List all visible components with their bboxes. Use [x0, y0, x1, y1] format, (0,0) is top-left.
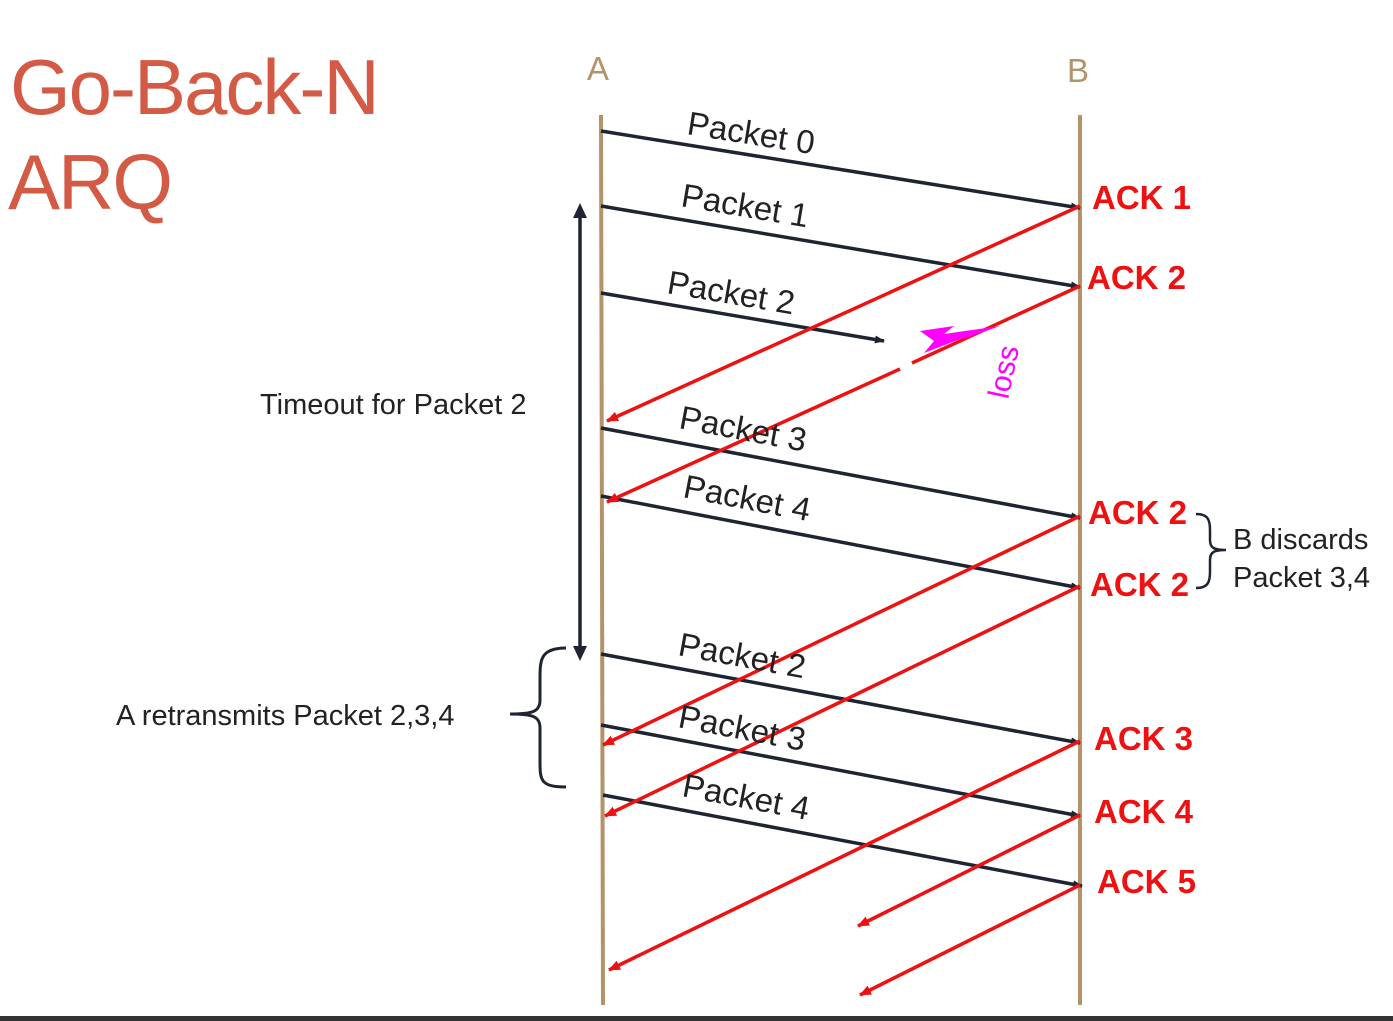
- packet-label: Packet 0: [685, 104, 818, 161]
- ack-label: ACK 5: [1097, 863, 1196, 900]
- packet-4-arrow: [600, 494, 1081, 591]
- ack-label: ACK 2: [1088, 494, 1187, 531]
- timeout-arrow-head-bottom: [573, 646, 587, 661]
- discard-brace: [1195, 512, 1227, 590]
- packet-2-lost-arrow: [600, 291, 885, 344]
- ack-2-arrow-segment-1: [911, 284, 1081, 365]
- ack-4-arrow: [857, 813, 1081, 928]
- ack-5-arrow: [859, 883, 1081, 997]
- ack-3-arrow: [608, 739, 1081, 972]
- packet-label: Packet 4: [680, 767, 813, 827]
- station-a-label: A: [587, 50, 609, 87]
- discard-note-line-1: B discards: [1233, 524, 1368, 556]
- ack-label: ACK 3: [1094, 720, 1193, 757]
- station-b-label: B: [1067, 52, 1089, 89]
- ack-2-arrow-segment-2: [606, 367, 901, 504]
- ack-2-duplicate-arrow-2: [604, 584, 1081, 818]
- title-line-2: ARQ: [8, 138, 171, 226]
- loss-label: loss: [983, 342, 1026, 401]
- retransmit-brace: [509, 646, 567, 789]
- timeline-a: [599, 114, 605, 1006]
- ack-label: ACK 4: [1094, 793, 1194, 830]
- ack-label: ACK 2: [1090, 566, 1189, 603]
- packet-label: Packet 2: [665, 263, 798, 321]
- packet-2-retransmit-arrow: [600, 652, 1081, 746]
- packet-3-arrow: [600, 426, 1081, 521]
- packet-0-arrow: [600, 129, 1081, 211]
- packet-4-retransmit-arrow: [602, 793, 1083, 889]
- packet-3-retransmit-arrow: [600, 723, 1081, 819]
- lightning-icon: [920, 326, 1000, 353]
- ack-1-arrow: [606, 204, 1081, 423]
- packet-1-arrow: [600, 204, 1081, 290]
- timeout-note: Timeout for Packet 2: [260, 389, 526, 421]
- packet-label: Packet 1: [679, 176, 812, 234]
- ack-2-duplicate-arrow-1: [602, 514, 1081, 747]
- ack-label: ACK 2: [1087, 259, 1186, 296]
- ack-label: ACK 1: [1092, 179, 1191, 216]
- bottom-bar: [0, 1016, 1393, 1021]
- packet-label: Packet 4: [681, 468, 814, 529]
- timeout-arrow-head-top: [573, 203, 587, 218]
- discard-note-line-2: Packet 3,4: [1233, 562, 1370, 594]
- title-line-1: Go-Back-N: [10, 43, 378, 131]
- packet-label: Packet 3: [677, 399, 810, 459]
- retransmit-note: A retransmits Packet 2,3,4: [116, 700, 454, 732]
